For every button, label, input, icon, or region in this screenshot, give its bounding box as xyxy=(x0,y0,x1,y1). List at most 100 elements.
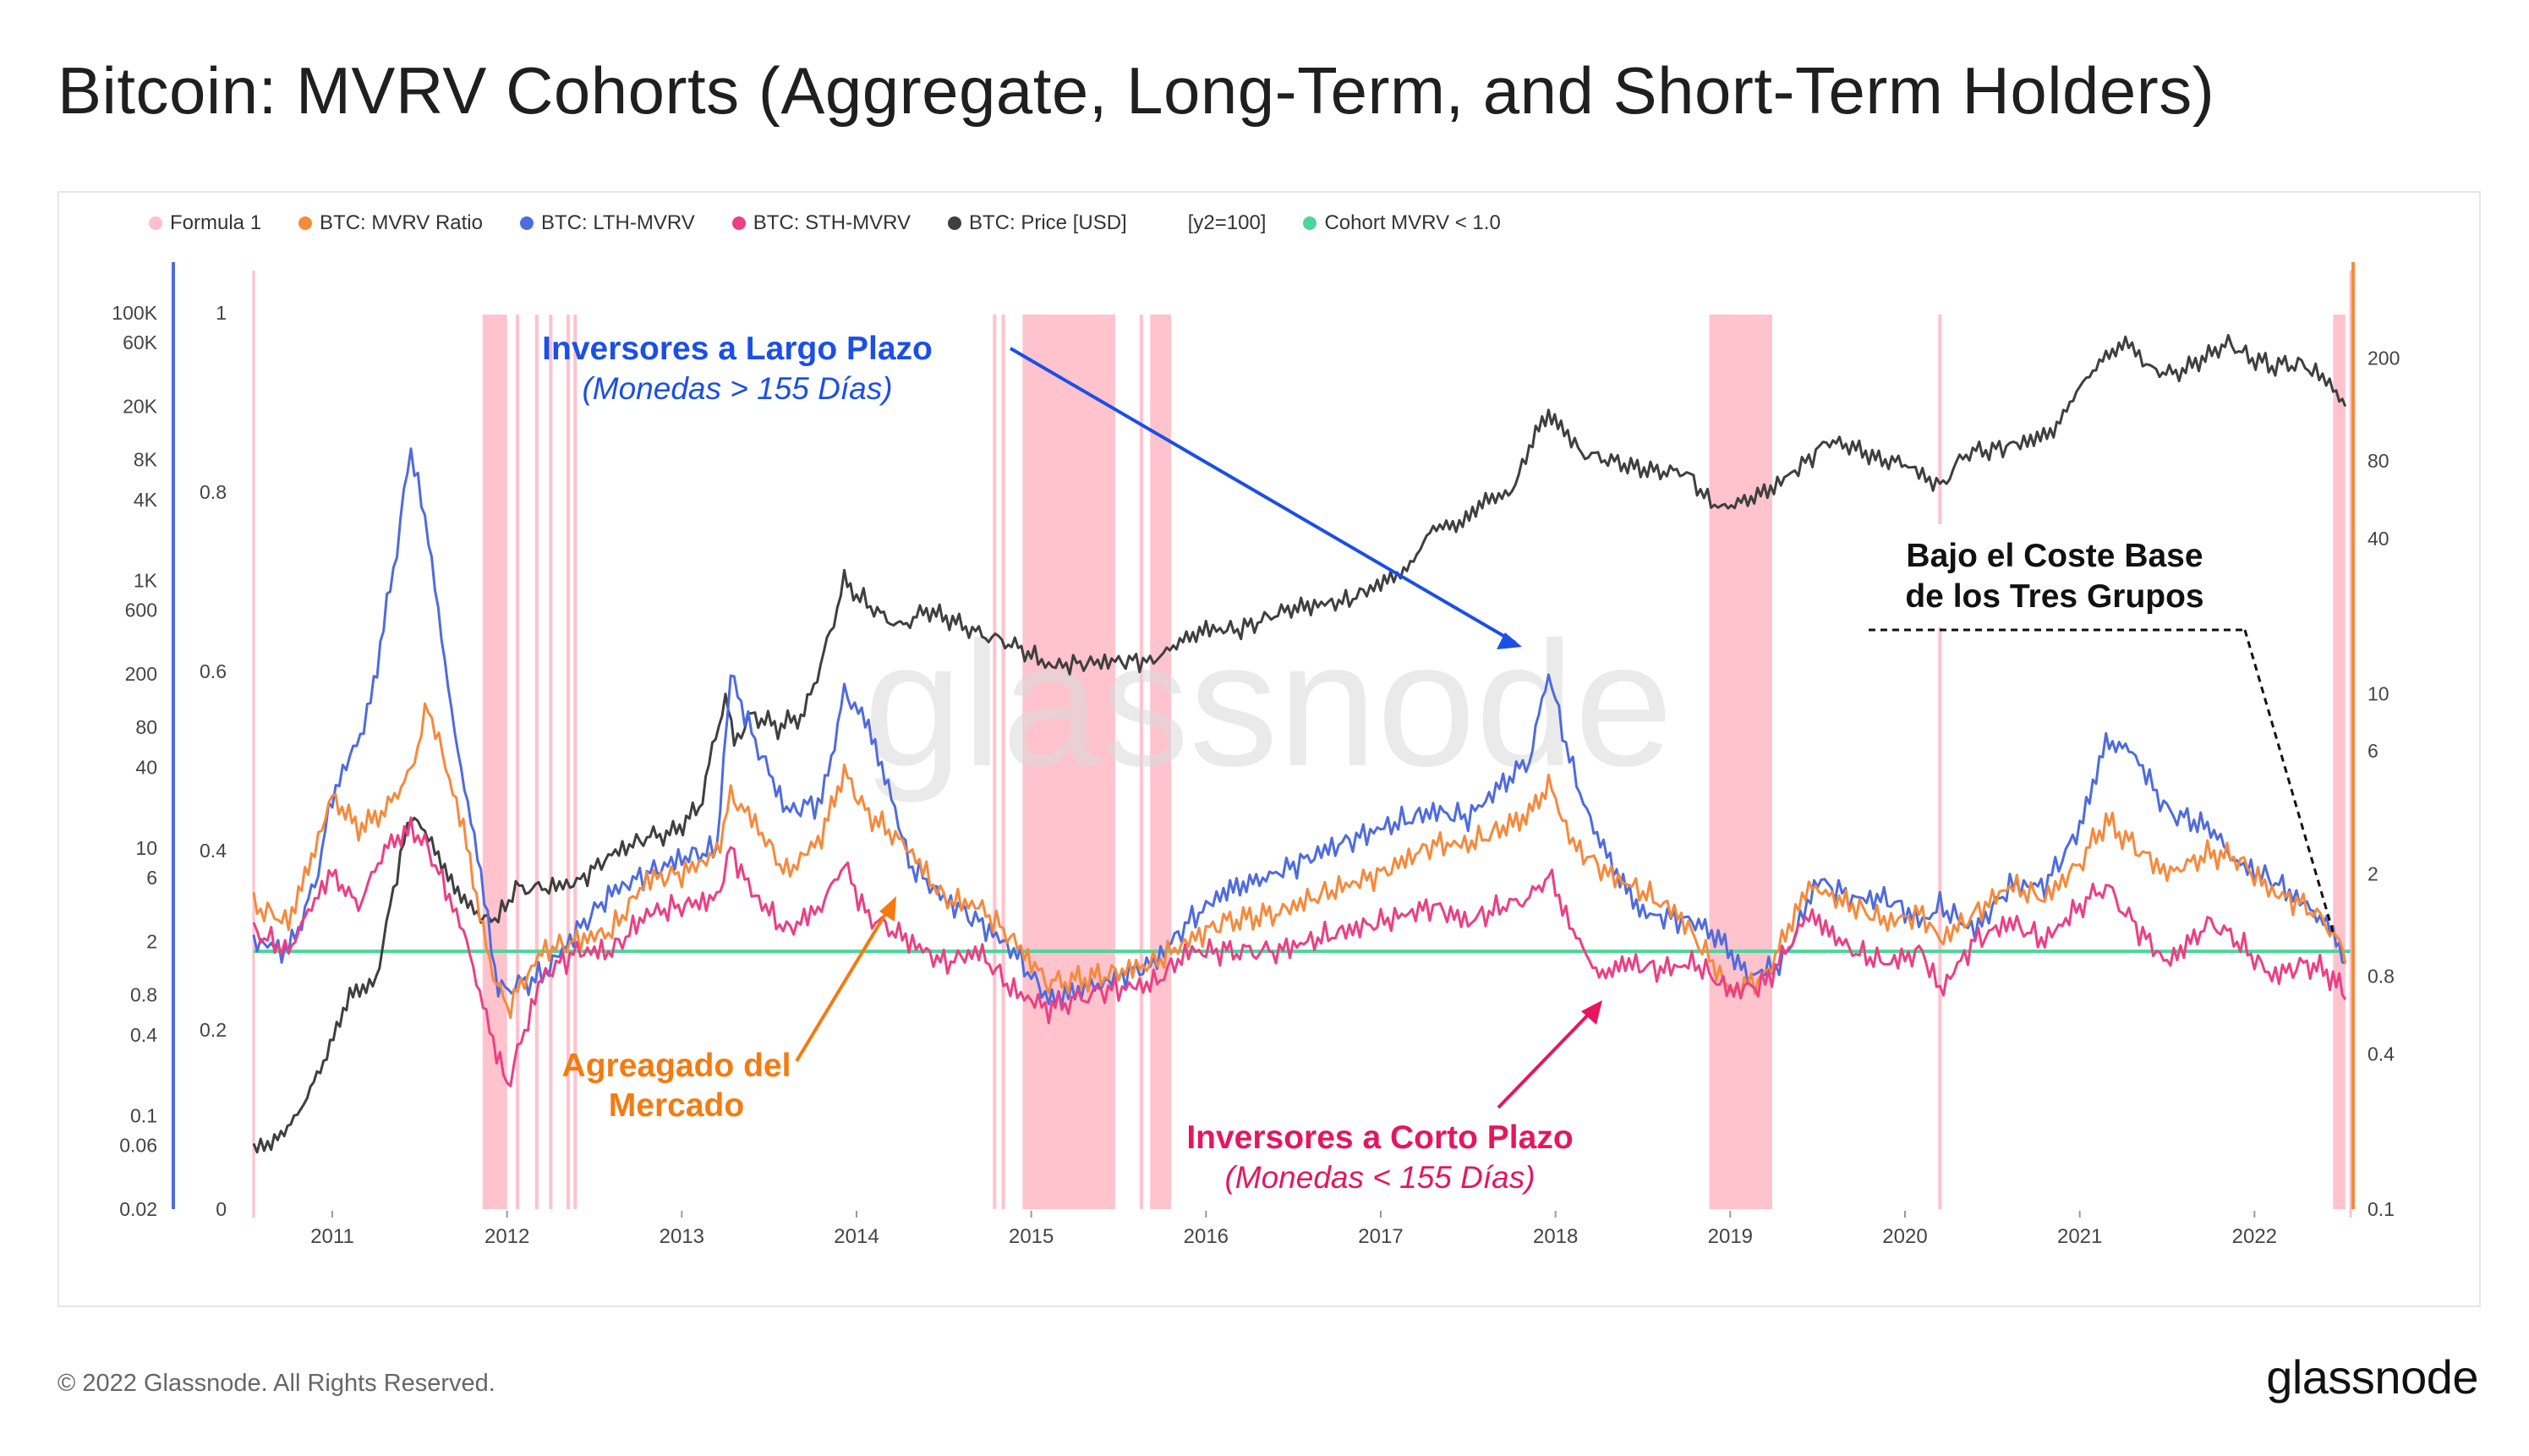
price-axis-tick: 60K xyxy=(123,331,158,353)
price-axis-tick: 20K xyxy=(123,396,158,418)
x-axis-tick: 2014 xyxy=(834,1225,879,1248)
price-axis-tick: 0.02 xyxy=(119,1198,157,1220)
formula1-band xyxy=(549,315,553,1209)
x-axis-tick: 2020 xyxy=(1882,1225,1927,1248)
x-axis-tick: 2021 xyxy=(2057,1225,2102,1248)
price-axis-tick: 100K xyxy=(112,302,157,324)
lth-annotation-title: Inversores a Largo Plazo xyxy=(542,331,933,367)
x-axis-tick: 2018 xyxy=(1533,1225,1578,1248)
legend-dot xyxy=(298,216,313,230)
sth-annotation-subtitle: (Monedas < 155 Días) xyxy=(1224,1160,1535,1195)
formula-axis-tick: 0.4 xyxy=(200,840,227,862)
formula1-band xyxy=(1139,315,1143,1209)
price-axis-tick: 80 xyxy=(135,716,157,738)
sth-mvrv-line xyxy=(252,816,2347,1087)
cost-basis-box xyxy=(1864,524,2245,627)
legend-dot xyxy=(149,216,162,230)
lth-annotation-subtitle: (Monedas > 155 Días) xyxy=(582,371,892,406)
chart-frame xyxy=(57,191,2481,1307)
legend-label: BTC: LTH-MVRV xyxy=(540,211,695,234)
formula-axis-tick: 0 xyxy=(216,1198,227,1220)
formula1-band xyxy=(1938,315,1942,1209)
x-axis-tick: 2011 xyxy=(310,1225,354,1248)
price-axis-tick: 0.1 xyxy=(130,1104,157,1126)
mvrv-axis-tick: 2 xyxy=(2368,862,2378,884)
mvrv-axis-tick: 0.8 xyxy=(2368,966,2395,988)
price-axis-tick: 0.06 xyxy=(119,1135,157,1157)
series xyxy=(252,334,2351,1154)
lth-arrowhead xyxy=(1497,632,1522,649)
market-arrowhead xyxy=(879,896,896,922)
formula-axis-tick: 0.2 xyxy=(200,1019,227,1041)
cost-basis-line1: Bajo el Coste Base xyxy=(1906,538,2203,574)
price-axis-tick: 200 xyxy=(125,663,157,685)
price-axis-tick: 1K xyxy=(134,569,158,591)
formula-axis-tick: 0.6 xyxy=(200,660,227,682)
sth-arrow xyxy=(1497,1004,1598,1109)
x-axis-tick: 2015 xyxy=(1009,1225,1054,1248)
legend-label: BTC: Price [USD] xyxy=(969,211,1127,234)
market-annotation-line2: Mercado xyxy=(609,1087,744,1124)
x-axis-tick: 2013 xyxy=(660,1225,704,1248)
formula1-bands xyxy=(252,271,2352,1218)
market-arrow xyxy=(795,901,894,1063)
price-axis-tick: 40 xyxy=(135,757,157,779)
legend-item-formula1[interactable]: Formula 1 xyxy=(149,211,261,235)
price-line xyxy=(252,334,2347,1154)
page-title: Bitcoin: MVRV Cohorts (Aggregate, Long-T… xyxy=(57,53,2215,128)
legend-item-sth-mvrv[interactable]: BTC: STH-MVRV xyxy=(731,211,911,235)
legend-label: Cohort MVRV < 1.0 xyxy=(1324,211,1501,234)
lth-mvrv-line xyxy=(252,447,2346,1007)
legend-label: [y2=100] xyxy=(1187,211,1267,234)
watermark-text: glassnode xyxy=(863,605,1672,803)
x-axis-tick: 2017 xyxy=(1358,1225,1403,1248)
legend-dot xyxy=(1303,216,1317,230)
formula1-band xyxy=(1022,315,1115,1209)
legend-item-mvrv[interactable]: BTC: MVRV Ratio xyxy=(298,211,483,235)
price-axis-tick: 600 xyxy=(125,599,157,621)
mvrv-axis-tick: 80 xyxy=(2368,450,2389,472)
legend-dot xyxy=(948,216,962,230)
legend-label: BTC: STH-MVRV xyxy=(753,211,911,234)
mvrv-axis-tick: 6 xyxy=(2368,740,2378,762)
cost-basis-leader xyxy=(2243,629,2335,935)
legend-label: BTC: MVRV Ratio xyxy=(320,211,483,234)
cost-basis-line2: de los Tres Grupos xyxy=(1905,578,2203,615)
legend-item-price[interactable]: BTC: Price [USD] xyxy=(948,211,1127,235)
annotations: Inversores a Largo Plazo (Monedas > 155 … xyxy=(542,331,2335,1195)
legend-item-y2-scale[interactable]: [y2=100] xyxy=(1188,211,1267,235)
formula-axis-tick: 1 xyxy=(216,302,227,324)
price-axis-tick: 2 xyxy=(146,931,157,953)
legend-item-cohort[interactable]: Cohort MVRV < 1.0 xyxy=(1303,211,1501,235)
formula1-band xyxy=(534,315,539,1209)
price-axis-tick: 10 xyxy=(135,837,157,859)
formula1-band xyxy=(1709,315,1772,1209)
formula1-band xyxy=(1150,315,1171,1209)
axes: 100K60K20K8K4K1K600200804010620.80.40.10… xyxy=(112,262,2400,1248)
sth-annotation-title: Inversores a Corto Plazo xyxy=(1186,1119,1573,1156)
x-axis-tick: 2012 xyxy=(484,1225,529,1248)
mvrv-line xyxy=(252,702,2347,1020)
chart-legend: Formula 1 BTC: MVRV Ratio BTC: LTH-MVRV … xyxy=(149,211,1501,235)
mvrv-axis-tick: 0.4 xyxy=(2368,1043,2395,1065)
legend-label: Formula 1 xyxy=(170,211,262,234)
market-annotation-line1: Agreagado del xyxy=(562,1048,791,1084)
formula1-band xyxy=(2333,315,2346,1209)
price-axis-tick: 8K xyxy=(134,449,158,471)
mvrv-axis-tick: 0.1 xyxy=(2368,1198,2395,1220)
mvrv-axis-tick: 10 xyxy=(2368,682,2389,704)
mvrv-axis-tick: 200 xyxy=(2368,348,2400,369)
legend-dot xyxy=(519,216,534,230)
mvrv-axis-tick: 40 xyxy=(2368,528,2389,550)
price-axis-tick: 0.4 xyxy=(130,1024,157,1046)
x-axis-tick: 2022 xyxy=(2232,1225,2277,1248)
price-axis-tick: 0.8 xyxy=(130,984,157,1006)
x-axis-tick: 2019 xyxy=(1708,1225,1753,1248)
legend-dot xyxy=(731,216,746,230)
legend-item-lth-mvrv[interactable]: BTC: LTH-MVRV xyxy=(519,211,695,235)
formula-axis-tick: 0.8 xyxy=(200,481,227,503)
sth-arrowhead xyxy=(1581,1000,1602,1025)
formula1-band xyxy=(573,315,578,1209)
copyright: © 2022 Glassnode. All Rights Reserved. xyxy=(57,1370,495,1397)
glassnode-logo[interactable]: glassnode xyxy=(2266,1350,2478,1404)
